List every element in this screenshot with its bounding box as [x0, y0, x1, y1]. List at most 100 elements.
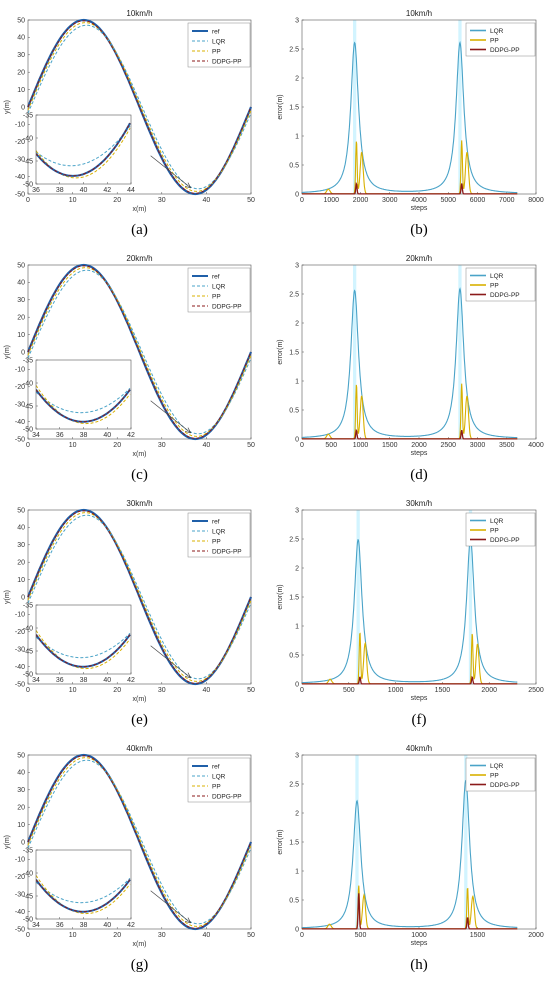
y-tick-label: -10	[15, 367, 25, 374]
series-ddpg-pp-line	[27, 265, 252, 439]
y-tick-label: 1.5	[289, 594, 299, 601]
legend-label: LQR	[490, 763, 504, 770]
y-tick-label: -20	[15, 629, 25, 636]
x-tick-label: 0	[300, 687, 304, 694]
y-tick-label: 0.5	[289, 897, 299, 904]
y-tick-label: -10	[15, 122, 25, 129]
y-tick-label: 50	[17, 752, 25, 759]
x-tick-label: 10	[69, 197, 77, 204]
zoom-arrow-head	[184, 427, 192, 434]
y-tick-label: -20	[15, 874, 25, 881]
zoom-arrow-line	[150, 400, 192, 434]
inset-x-tick-label: 42	[127, 432, 135, 439]
inset-y-tick-label: -50	[23, 916, 33, 923]
y-tick-label: -30	[15, 892, 25, 899]
inset-x-tick-label: 38	[80, 432, 88, 439]
highlight-band	[353, 20, 357, 194]
y-tick-label: 0	[21, 104, 25, 111]
legend-label: PP	[212, 538, 221, 545]
chart-title: 40km/h	[406, 744, 432, 753]
x-tick-label: 0	[26, 197, 30, 204]
inset-x-tick-label: 40	[103, 922, 111, 929]
y-tick-label: 2	[295, 565, 299, 572]
inset-x-tick-label: 36	[56, 432, 64, 439]
inset-y-tick-label: -35	[23, 847, 33, 854]
chart-title: 20km/h	[406, 254, 432, 263]
y-tick-label: -20	[15, 139, 25, 146]
series-lqr-line	[27, 269, 252, 435]
y-axis-label: error(m)	[277, 829, 284, 854]
inset-x-tick-label: 42	[127, 922, 135, 929]
legend-box	[465, 267, 536, 302]
x-tick-label: 4000	[411, 197, 427, 204]
y-tick-label: -20	[15, 384, 25, 391]
y-tick-label: -30	[15, 402, 25, 409]
y-tick-label: 20	[17, 805, 25, 812]
inset-y-tick-label: -40	[23, 380, 33, 387]
zoom-arrow-head	[184, 917, 192, 924]
inset-x-tick-label: 42	[127, 677, 135, 684]
y-tick-label: 0	[295, 436, 299, 443]
inset-series-pp-line	[36, 385, 131, 425]
y-tick-label: 0	[21, 349, 25, 356]
series-lqr-line	[27, 24, 252, 190]
y-tick-label: 30	[17, 52, 25, 59]
inset-x-tick-label: 36	[32, 187, 40, 194]
y-tick-label: 20	[17, 70, 25, 77]
inset-x-tick-label: 36	[56, 677, 64, 684]
x-tick-label: 20	[113, 442, 121, 449]
x-tick-label: 30	[158, 197, 166, 204]
inset-series-pp-line	[36, 875, 131, 915]
legend-label: DDPG-PP	[212, 58, 242, 65]
y-tick-label: 2.5	[289, 781, 299, 788]
x-tick-label: 0	[26, 442, 30, 449]
series-ddpg-pp-line	[302, 893, 518, 930]
legend-label: PP	[490, 772, 499, 779]
highlight-band	[458, 265, 462, 439]
chart-a: 0 10 20 30 40 50-50-40-30-20-100102030405010k…	[4, 9, 255, 238]
y-tick-label: 2	[295, 320, 299, 327]
x-tick-label: 40	[203, 687, 211, 694]
legend-label: DDPG-PP	[490, 47, 520, 54]
inset-x-tick-label: 38	[80, 922, 88, 929]
x-tick-label: 8000	[528, 197, 544, 204]
x-tick-label: 20	[113, 197, 121, 204]
panel-caption: (b)	[410, 222, 428, 238]
y-tick-label: 2.5	[289, 46, 299, 53]
chart-title: 10km/h	[126, 9, 152, 18]
zoom-arrow-line	[150, 155, 192, 189]
y-tick-label: -40	[15, 909, 25, 916]
x-tick-label: 40	[203, 442, 211, 449]
legend-label: LQR	[212, 773, 226, 780]
chart-d: 0 500 1000 1500 2000 2500 3000 3500 4000 0 0.5 1 1.5…	[277, 254, 544, 483]
y-tick-label: 1	[295, 623, 299, 630]
chart-title: 10km/h	[406, 9, 432, 18]
y-tick-label: 40	[17, 770, 25, 777]
zoom-arrow-head	[184, 672, 192, 679]
y-tick-label: 3	[295, 262, 299, 269]
y-tick-label: 1	[295, 378, 299, 385]
y-tick-label: 30	[17, 542, 25, 549]
inset-series-pp-line	[36, 630, 131, 670]
x-axis-label: steps	[411, 205, 428, 212]
legend-label: LQR	[212, 283, 226, 290]
x-tick-label: 10	[69, 442, 77, 449]
highlight-band	[468, 510, 473, 684]
x-tick-label: 2000	[481, 687, 497, 694]
panel-caption: (a)	[131, 222, 148, 238]
inset-y-tick-label: -35	[23, 357, 33, 364]
y-axis-label: y(m)	[4, 835, 11, 849]
x-tick-label: 0	[300, 932, 304, 939]
x-tick-label: 40	[203, 197, 211, 204]
chart-h: 0 500 1000 1500 2000 0 0.5 1 1.5 2 2.5 3 40km/h steps…	[277, 744, 544, 973]
x-tick-label: 500	[343, 687, 355, 694]
y-tick-label: 40	[17, 280, 25, 287]
chart-b: 0 1000 2000 3000 4000 5000 6000 7000 8000 0 0.5 1 1.…	[277, 9, 544, 238]
x-tick-label: 2000	[528, 932, 544, 939]
y-tick-label: 1.5	[289, 349, 299, 356]
x-tick-label: 2000	[411, 442, 427, 449]
zoom-arrow-line	[150, 645, 192, 679]
x-axis-label: steps	[411, 940, 428, 947]
x-tick-label: 500	[355, 932, 367, 939]
